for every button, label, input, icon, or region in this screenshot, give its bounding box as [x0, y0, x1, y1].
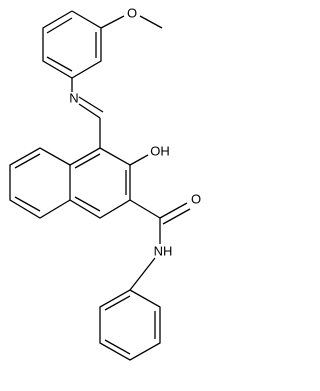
bond	[129, 154, 149, 166]
ring	[69, 147, 131, 219]
double-bond	[14, 196, 41, 212]
ring	[9, 147, 71, 219]
double-bond	[14, 153, 41, 169]
double-bond	[162, 208, 191, 225]
double-bond	[46, 56, 73, 72]
double-bond	[74, 153, 101, 169]
bond	[100, 15, 125, 29]
bond	[159, 202, 188, 219]
structure: O N OH O NH	[9, 5, 201, 361]
double-bond	[78, 96, 104, 113]
atom-label: O	[191, 191, 201, 206]
double-bond	[46, 17, 73, 34]
atom-label: N	[69, 90, 78, 105]
double-bond	[104, 339, 131, 355]
atom-label: NH	[154, 243, 173, 258]
ring	[42, 10, 102, 79]
double-bond	[104, 295, 131, 311]
bonds	[9, 10, 191, 361]
bond	[129, 199, 161, 219]
atom-label: O	[127, 5, 137, 20]
bond	[139, 15, 163, 29]
ring	[99, 289, 161, 361]
bond	[129, 257, 156, 291]
bond	[78, 103, 101, 119]
atom-label: OH	[150, 143, 170, 158]
double-bond	[74, 196, 101, 212]
